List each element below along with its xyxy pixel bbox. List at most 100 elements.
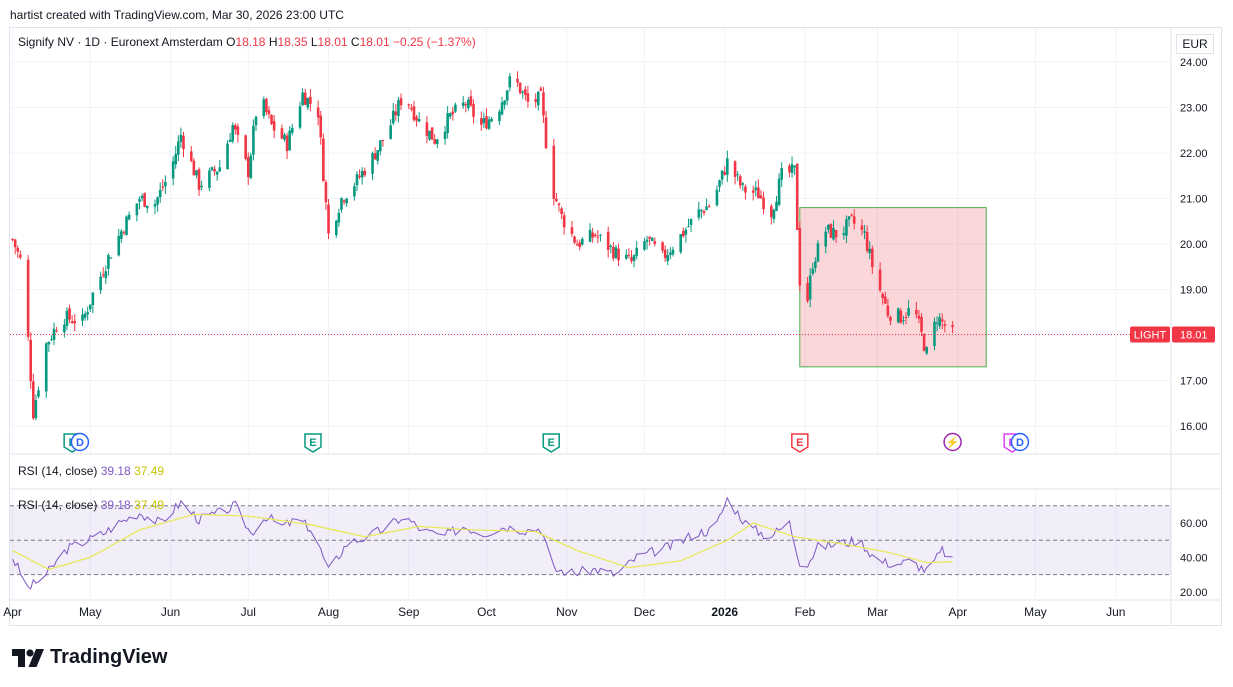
candle-body bbox=[246, 157, 250, 178]
candle-body bbox=[107, 255, 110, 269]
candle-body bbox=[44, 343, 48, 392]
candle-body bbox=[669, 252, 672, 255]
event-label: ⚡ bbox=[946, 436, 960, 449]
candle-body bbox=[896, 308, 900, 323]
candle-body bbox=[334, 220, 338, 236]
event-label: E bbox=[548, 437, 555, 449]
rsi-pane-label[interactable]: RSI (14, close) 39.18 37.49 bbox=[18, 464, 164, 478]
candle-body bbox=[174, 153, 178, 165]
candle-body bbox=[91, 292, 95, 305]
candle-body bbox=[355, 174, 359, 186]
ticker-tag-text: LIGHT bbox=[1134, 330, 1167, 342]
candle-body bbox=[612, 246, 615, 259]
candle-body bbox=[733, 161, 737, 177]
tradingview-logo[interactable]: TradingView bbox=[12, 646, 167, 669]
candle-body bbox=[192, 160, 196, 176]
candle-body bbox=[560, 208, 563, 215]
candle-body bbox=[609, 245, 613, 247]
candle-body bbox=[11, 239, 14, 241]
symbol-title: Signify NV · 1D · Euronext Amsterdam bbox=[18, 35, 223, 49]
candle-body bbox=[562, 215, 566, 228]
candle-body bbox=[951, 325, 954, 328]
rsi-tick-label: 60.00 bbox=[1180, 518, 1208, 530]
rsi-ma-line bbox=[12, 513, 953, 571]
currency-button[interactable]: EUR bbox=[1176, 34, 1214, 54]
candle-body bbox=[428, 130, 431, 140]
price-tick-label: 23.00 bbox=[1180, 103, 1208, 115]
candle-body bbox=[534, 99, 537, 102]
candle-body bbox=[467, 99, 470, 109]
candle-body bbox=[19, 254, 22, 258]
candle-body bbox=[508, 76, 512, 88]
change-value: −0.25 (−1.37%) bbox=[392, 35, 476, 49]
candle-body bbox=[153, 204, 157, 207]
candle-body bbox=[666, 255, 670, 262]
candle-body bbox=[482, 118, 486, 124]
candle-body bbox=[316, 107, 320, 118]
candle-body bbox=[125, 216, 128, 236]
time-tick-label: May bbox=[79, 605, 102, 619]
candle-body bbox=[883, 296, 887, 304]
candle-body bbox=[578, 242, 582, 248]
candle-body bbox=[231, 125, 235, 142]
time-tick-label: Apr bbox=[948, 605, 967, 619]
candle-body bbox=[889, 316, 892, 321]
time-tick-label: Nov bbox=[556, 605, 577, 619]
candle-body bbox=[425, 122, 429, 137]
candle-body bbox=[120, 231, 123, 239]
candle-body bbox=[697, 209, 701, 218]
candle-body bbox=[446, 113, 449, 134]
candle-body bbox=[588, 229, 592, 242]
rsi-name: RSI (14, close) bbox=[18, 464, 98, 478]
candle-body bbox=[645, 239, 649, 242]
chart-frame bbox=[9, 27, 1222, 626]
candle-body bbox=[827, 224, 830, 230]
candle-body bbox=[417, 119, 421, 122]
candle-body bbox=[342, 200, 346, 203]
candle-body bbox=[280, 128, 284, 139]
rsi-value: 39.18 bbox=[100, 464, 131, 478]
candle-body bbox=[524, 89, 527, 96]
candle-body bbox=[933, 321, 936, 347]
candle-body bbox=[736, 174, 739, 176]
event-label: D bbox=[1016, 437, 1024, 449]
price-tick-label: 24.00 bbox=[1180, 57, 1208, 69]
candle-body bbox=[847, 216, 851, 220]
candle-body bbox=[557, 203, 561, 206]
candle-body bbox=[283, 134, 286, 140]
candle-body bbox=[37, 390, 40, 397]
candle-body bbox=[940, 319, 944, 322]
price-grid bbox=[10, 61, 1171, 427]
candle-body bbox=[591, 232, 594, 238]
candle-body bbox=[770, 205, 773, 218]
candle-body bbox=[902, 319, 905, 321]
candle-body bbox=[301, 92, 304, 106]
candle-body bbox=[399, 98, 403, 106]
candle-body bbox=[886, 305, 890, 316]
candle-body bbox=[177, 141, 180, 155]
candle-body bbox=[687, 226, 690, 228]
price-tick-label: 22.00 bbox=[1180, 148, 1208, 160]
candle-body bbox=[580, 238, 584, 245]
candle-body bbox=[138, 199, 141, 202]
candle-body bbox=[614, 247, 618, 258]
dividend-marker bbox=[1010, 432, 1030, 452]
candle-body bbox=[337, 212, 341, 223]
candle-body bbox=[679, 234, 682, 253]
candle-body bbox=[643, 241, 646, 250]
candle-body bbox=[226, 143, 229, 170]
candle-body bbox=[630, 257, 633, 262]
candle-body bbox=[575, 244, 579, 246]
candle-body bbox=[943, 324, 947, 326]
candle-body bbox=[661, 242, 664, 251]
brand-name: TradingView bbox=[50, 646, 168, 668]
candle-body bbox=[373, 153, 377, 160]
candle-body bbox=[472, 103, 475, 117]
candle-body bbox=[363, 170, 367, 176]
candle-body bbox=[904, 316, 908, 318]
candle-body bbox=[829, 224, 833, 238]
candle-body bbox=[648, 236, 651, 239]
event-label: E bbox=[796, 437, 803, 449]
candle-body bbox=[878, 269, 882, 291]
